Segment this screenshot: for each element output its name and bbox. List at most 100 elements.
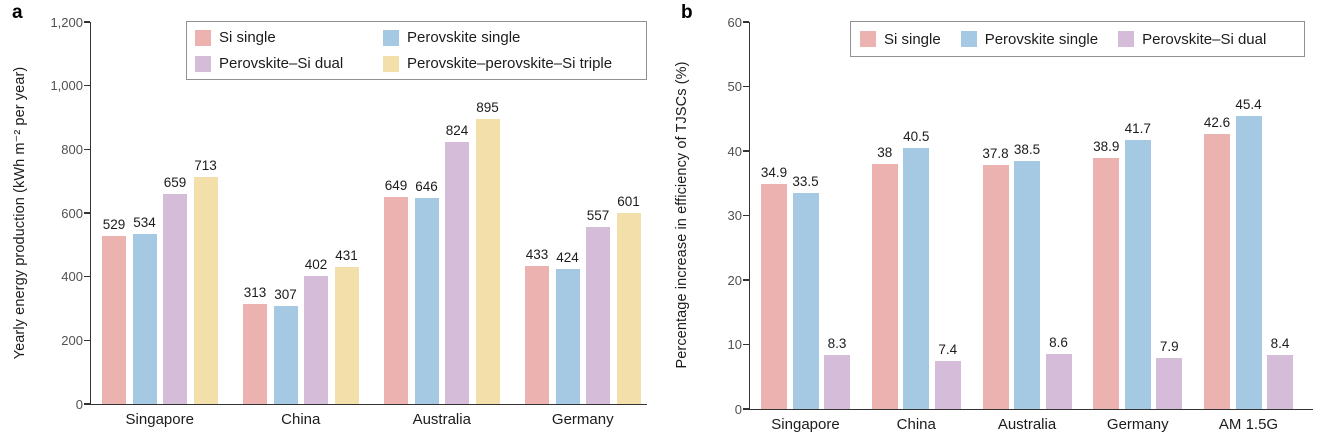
si-single-value-label-china: 38	[877, 144, 893, 160]
perovskite-si-dual-bar-germany	[1156, 358, 1183, 409]
x-category-label-singapore: Singapore	[771, 416, 840, 433]
si-single-value-label-germany: 433	[525, 247, 549, 263]
si-single-bar-china	[243, 304, 267, 404]
legend-label: Perovskite–perovskite–Si triple	[407, 55, 613, 72]
legend-item-perovskite-single: Perovskite single	[960, 29, 1098, 50]
y-tick-label: 40	[727, 143, 742, 159]
perovskite-si-dual-value-label-am-1.5g: 8.4	[1270, 335, 1290, 351]
perovskite-single-value-label-china: 307	[274, 287, 297, 303]
x-category-label-australia: Australia	[997, 416, 1057, 433]
panel-a-label: a	[12, 2, 23, 23]
perovskite-single-bar-singapore	[792, 192, 819, 409]
perovskite-perovskite-si-triple-bar-australia	[475, 119, 500, 404]
y-tick-mark	[83, 275, 90, 278]
y-tick-mark	[742, 85, 749, 88]
legend-item-perovskite-perovskite-si-triple: Perovskite–perovskite–Si triple	[383, 53, 646, 74]
si-single-bar-germany	[525, 266, 549, 404]
x-category-label-china: China	[281, 411, 321, 428]
perovskite-single-value-label-germany: 41.7	[1124, 121, 1151, 137]
perovskite-si-dual-bar-australia	[1045, 353, 1072, 409]
perovskite-si-dual-value-label-china: 402	[304, 257, 328, 273]
y-tick-mark	[742, 279, 749, 281]
y-tick-mark	[83, 403, 90, 405]
x-category-label-australia: Australia	[412, 411, 471, 428]
panel-b-y-axis-title: Percentage increase in efficiency of TJS…	[674, 61, 690, 369]
y-tick-label: 10	[727, 337, 742, 352]
y-tick-label: 0	[734, 401, 742, 417]
perovskite-si-dual-value-label-singapore: 8.3	[827, 336, 847, 352]
perovskite-perovskite-si-triple-bar-singapore	[193, 177, 218, 404]
legend-item-perovskite-si-dual: Perovskite–Si dual	[1118, 29, 1266, 50]
perovskite-si-dual-bar-germany	[586, 226, 610, 404]
perovskite-single-swatch	[383, 29, 399, 46]
legend-item-si-single: Si single	[195, 27, 383, 48]
y-tick-mark	[742, 214, 749, 217]
y-tick-label: 800	[61, 141, 83, 157]
y-tick-label: 20	[727, 272, 742, 288]
y-tick-mark	[742, 343, 749, 346]
si-single-value-label-australia: 37.8	[982, 146, 1009, 162]
si-single-value-label-germany: 38.9	[1093, 139, 1120, 155]
legend-label: Perovskite–Si dual	[219, 55, 344, 72]
perovskite-si-dual-swatch	[195, 55, 211, 72]
si-single-swatch	[195, 29, 211, 46]
perovskite-single-value-label-china: 40.5	[903, 128, 930, 144]
y-tick-label: 60	[727, 14, 742, 30]
y-tick-label: 30	[727, 208, 742, 223]
y-tick-mark	[83, 212, 90, 214]
panel-a-y-axis-title: Yearly energy production (kWh m⁻² per ye…	[12, 66, 28, 360]
si-single-bar-singapore	[761, 183, 787, 409]
perovskite-single-bar-am-1.5g	[1235, 116, 1262, 409]
legend-item-si-single: Si single	[860, 29, 941, 50]
perovskite-si-dual-value-label-germany: 557	[586, 207, 610, 223]
si-single-bar-am-1.5g	[1204, 134, 1230, 409]
y-tick-label: 0	[75, 396, 83, 412]
perovskite-single-value-label-australia: 646	[415, 179, 438, 195]
y-tick-mark	[742, 21, 749, 23]
si-single-bar-australia	[982, 165, 1009, 409]
perovskite-single-bar-australia	[414, 198, 439, 404]
legend-item-perovskite-si-dual: Perovskite–Si dual	[195, 53, 383, 74]
y-tick-label: 200	[61, 332, 83, 348]
legend-label: Si single	[219, 29, 276, 46]
perovskite-si-dual-bar-am-1.5g	[1267, 354, 1293, 409]
legend-item-perovskite-single: Perovskite single	[383, 27, 646, 48]
perovskite-si-dual-bar-singapore	[824, 355, 850, 409]
perovskite-single-bar-australia	[1014, 160, 1040, 409]
panel-b-label: b	[681, 2, 693, 23]
si-single-value-label-australia: 649	[384, 178, 408, 194]
perovskite-single-value-label-singapore: 534	[133, 215, 156, 231]
perovskite-perovskite-si-triple-bar-germany	[616, 212, 641, 404]
perovskite-si-dual-bar-china	[934, 361, 961, 409]
si-single-value-label-singapore: 529	[102, 216, 126, 232]
x-category-label-singapore: Singapore	[125, 411, 194, 428]
y-tick-mark	[742, 150, 749, 152]
legend-label: Perovskite single	[407, 29, 521, 46]
si-single-bar-singapore	[102, 235, 126, 404]
y-tick-label: 1,000	[50, 78, 83, 94]
perovskite-single-bar-singapore	[132, 234, 157, 404]
perovskite-single-value-label-singapore: 33.5	[792, 173, 819, 189]
si-single-value-label-singapore: 34.9	[760, 164, 788, 180]
perovskite-perovskite-si-triple-bar-china	[334, 266, 359, 404]
perovskite-si-dual-bar-singapore	[163, 194, 187, 404]
x-category-label-china: China	[896, 416, 936, 433]
perovskite-single-swatch	[960, 31, 977, 47]
perovskite-perovskite-si-triple-value-label-australia: 895	[476, 100, 499, 116]
perovskite-si-dual-value-label-germany: 7.9	[1159, 339, 1179, 355]
si-single-swatch	[860, 31, 876, 47]
perovskite-si-dual-value-label-china: 7.4	[938, 342, 958, 358]
y-tick-label: 400	[61, 269, 83, 285]
y-tick-mark	[83, 84, 90, 87]
perovskite-single-value-label-germany: 424	[556, 250, 579, 266]
perovskite-si-dual-value-label-singapore: 659	[163, 175, 187, 191]
legend-label: Si single	[884, 30, 941, 48]
perovskite-perovskite-si-triple-value-label-singapore: 713	[194, 158, 217, 174]
y-tick-mark	[83, 21, 90, 23]
x-category-label-am-1.5g: AM 1.5G	[1218, 416, 1279, 433]
perovskite-single-bar-germany	[1124, 140, 1151, 409]
perovskite-single-bar-china	[903, 147, 930, 409]
perovskite-si-dual-swatch	[1118, 31, 1135, 47]
si-single-value-label-am-1.5g: 42.6	[1203, 115, 1231, 131]
